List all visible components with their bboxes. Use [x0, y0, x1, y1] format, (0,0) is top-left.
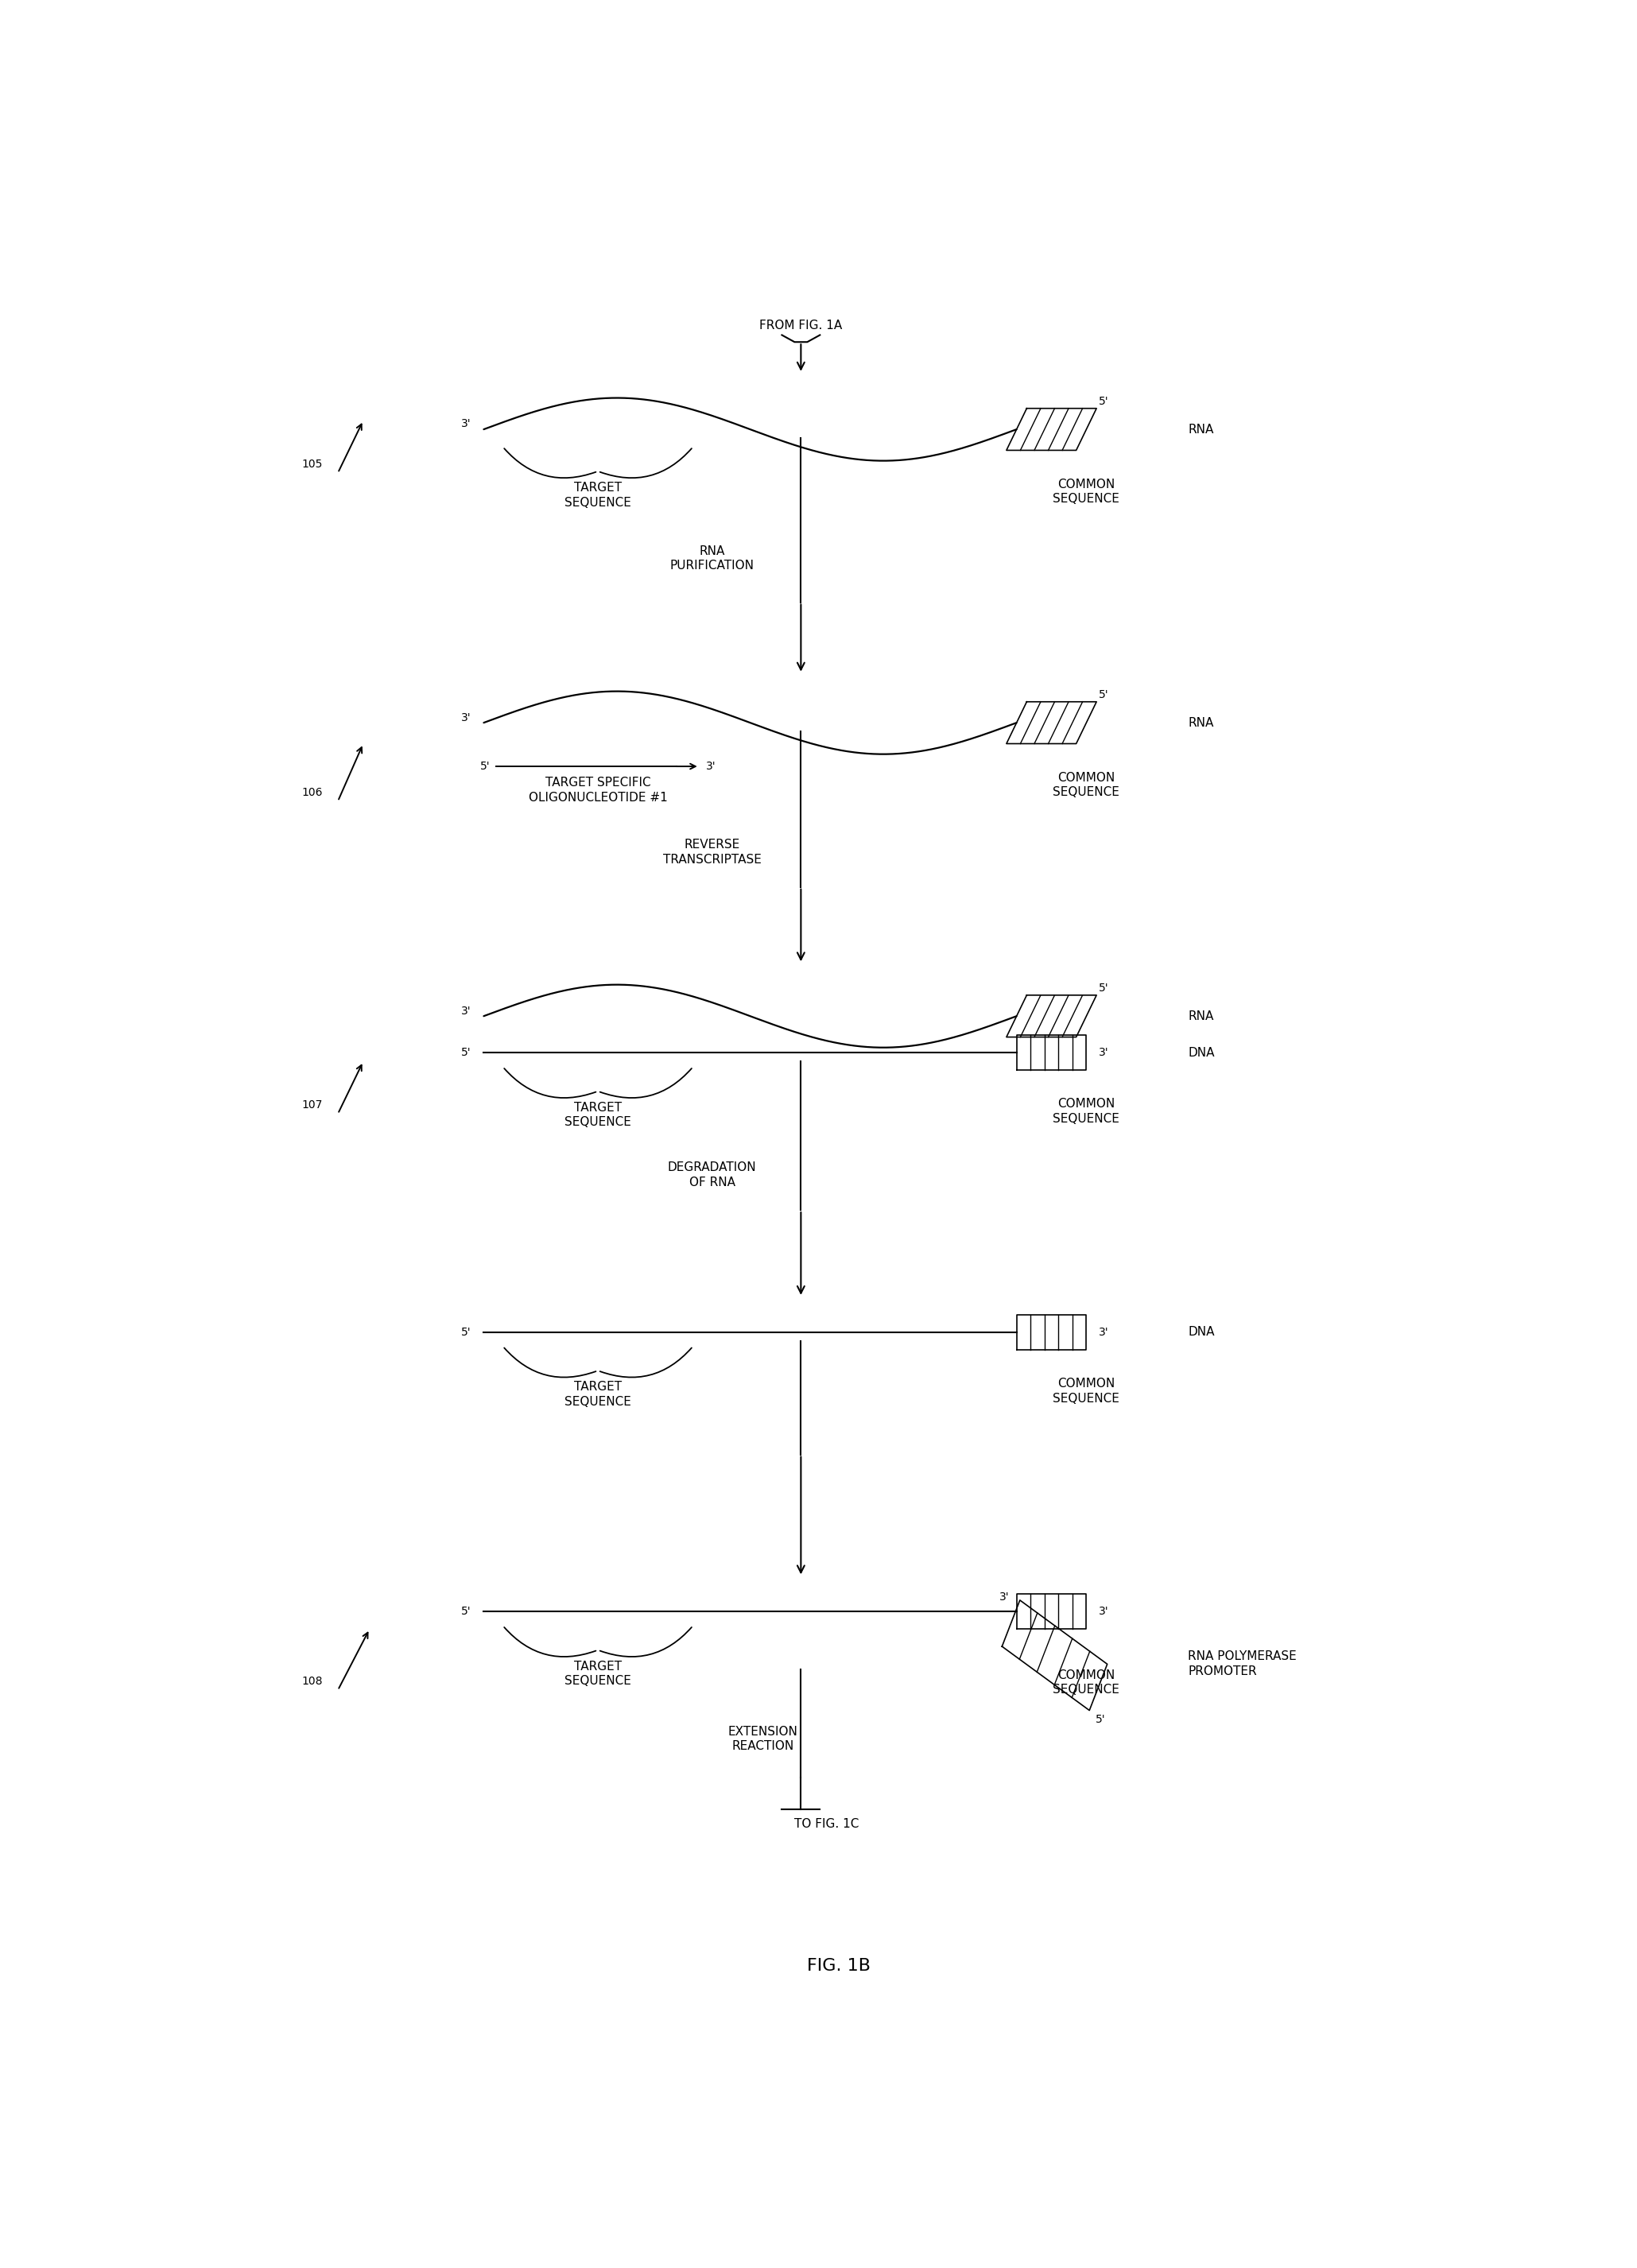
Text: RNA: RNA [1188, 1009, 1213, 1023]
Text: RNA POLYMERASE
PROMOTER: RNA POLYMERASE PROMOTER [1188, 1651, 1297, 1678]
Text: FROM FIG. 1A: FROM FIG. 1A [760, 320, 843, 331]
Text: 3': 3' [1098, 1048, 1110, 1059]
Text: DNA: DNA [1188, 1048, 1215, 1059]
Text: 5': 5' [480, 760, 489, 771]
Text: 105: 105 [301, 458, 322, 469]
Text: COMMON
SEQUENCE: COMMON SEQUENCE [1053, 479, 1120, 506]
Text: EXTENSION
REACTION: EXTENSION REACTION [728, 1726, 797, 1753]
Text: COMMON
SEQUENCE: COMMON SEQUENCE [1053, 1377, 1120, 1404]
Text: 3': 3' [462, 712, 471, 723]
Text: 5': 5' [1098, 689, 1110, 701]
Text: 107: 107 [301, 1100, 322, 1111]
Text: 3': 3' [706, 760, 715, 771]
Text: 3': 3' [1098, 1606, 1110, 1617]
Text: TARGET
SEQUENCE: TARGET SEQUENCE [565, 1660, 632, 1687]
Text: TARGET
SEQUENCE: TARGET SEQUENCE [565, 1102, 632, 1129]
Text: 5': 5' [462, 1327, 471, 1338]
Text: TARGET
SEQUENCE: TARGET SEQUENCE [565, 481, 632, 508]
Text: RNA: RNA [1188, 717, 1213, 728]
Text: TO FIG. 1C: TO FIG. 1C [794, 1817, 859, 1830]
Text: FIG. 1B: FIG. 1B [807, 1957, 871, 1973]
Text: 3': 3' [1000, 1592, 1010, 1601]
Text: 3': 3' [1098, 1327, 1110, 1338]
Text: 106: 106 [301, 787, 322, 798]
Text: 5': 5' [1098, 982, 1110, 993]
Text: RNA
PURIFICATION: RNA PURIFICATION [670, 544, 755, 572]
Text: DEGRADATION
OF RNA: DEGRADATION OF RNA [668, 1161, 756, 1188]
Text: 108: 108 [301, 1676, 322, 1687]
Text: TARGET
SEQUENCE: TARGET SEQUENCE [565, 1381, 632, 1408]
Text: COMMON
SEQUENCE: COMMON SEQUENCE [1053, 1669, 1120, 1696]
Text: REVERSE
TRANSCRIPTASE: REVERSE TRANSCRIPTASE [663, 839, 761, 866]
Text: 5': 5' [462, 1048, 471, 1059]
Text: COMMON
SEQUENCE: COMMON SEQUENCE [1053, 1098, 1120, 1125]
Text: RNA: RNA [1188, 424, 1213, 435]
Text: 5': 5' [1098, 397, 1110, 406]
Text: COMMON
SEQUENCE: COMMON SEQUENCE [1053, 771, 1120, 798]
Text: 3': 3' [462, 1005, 471, 1016]
Text: 5': 5' [462, 1606, 471, 1617]
Text: DNA: DNA [1188, 1327, 1215, 1338]
Text: 3': 3' [462, 420, 471, 429]
Text: TARGET SPECIFIC
OLIGONUCLEOTIDE #1: TARGET SPECIFIC OLIGONUCLEOTIDE #1 [529, 778, 668, 803]
Text: 5': 5' [1095, 1715, 1105, 1724]
